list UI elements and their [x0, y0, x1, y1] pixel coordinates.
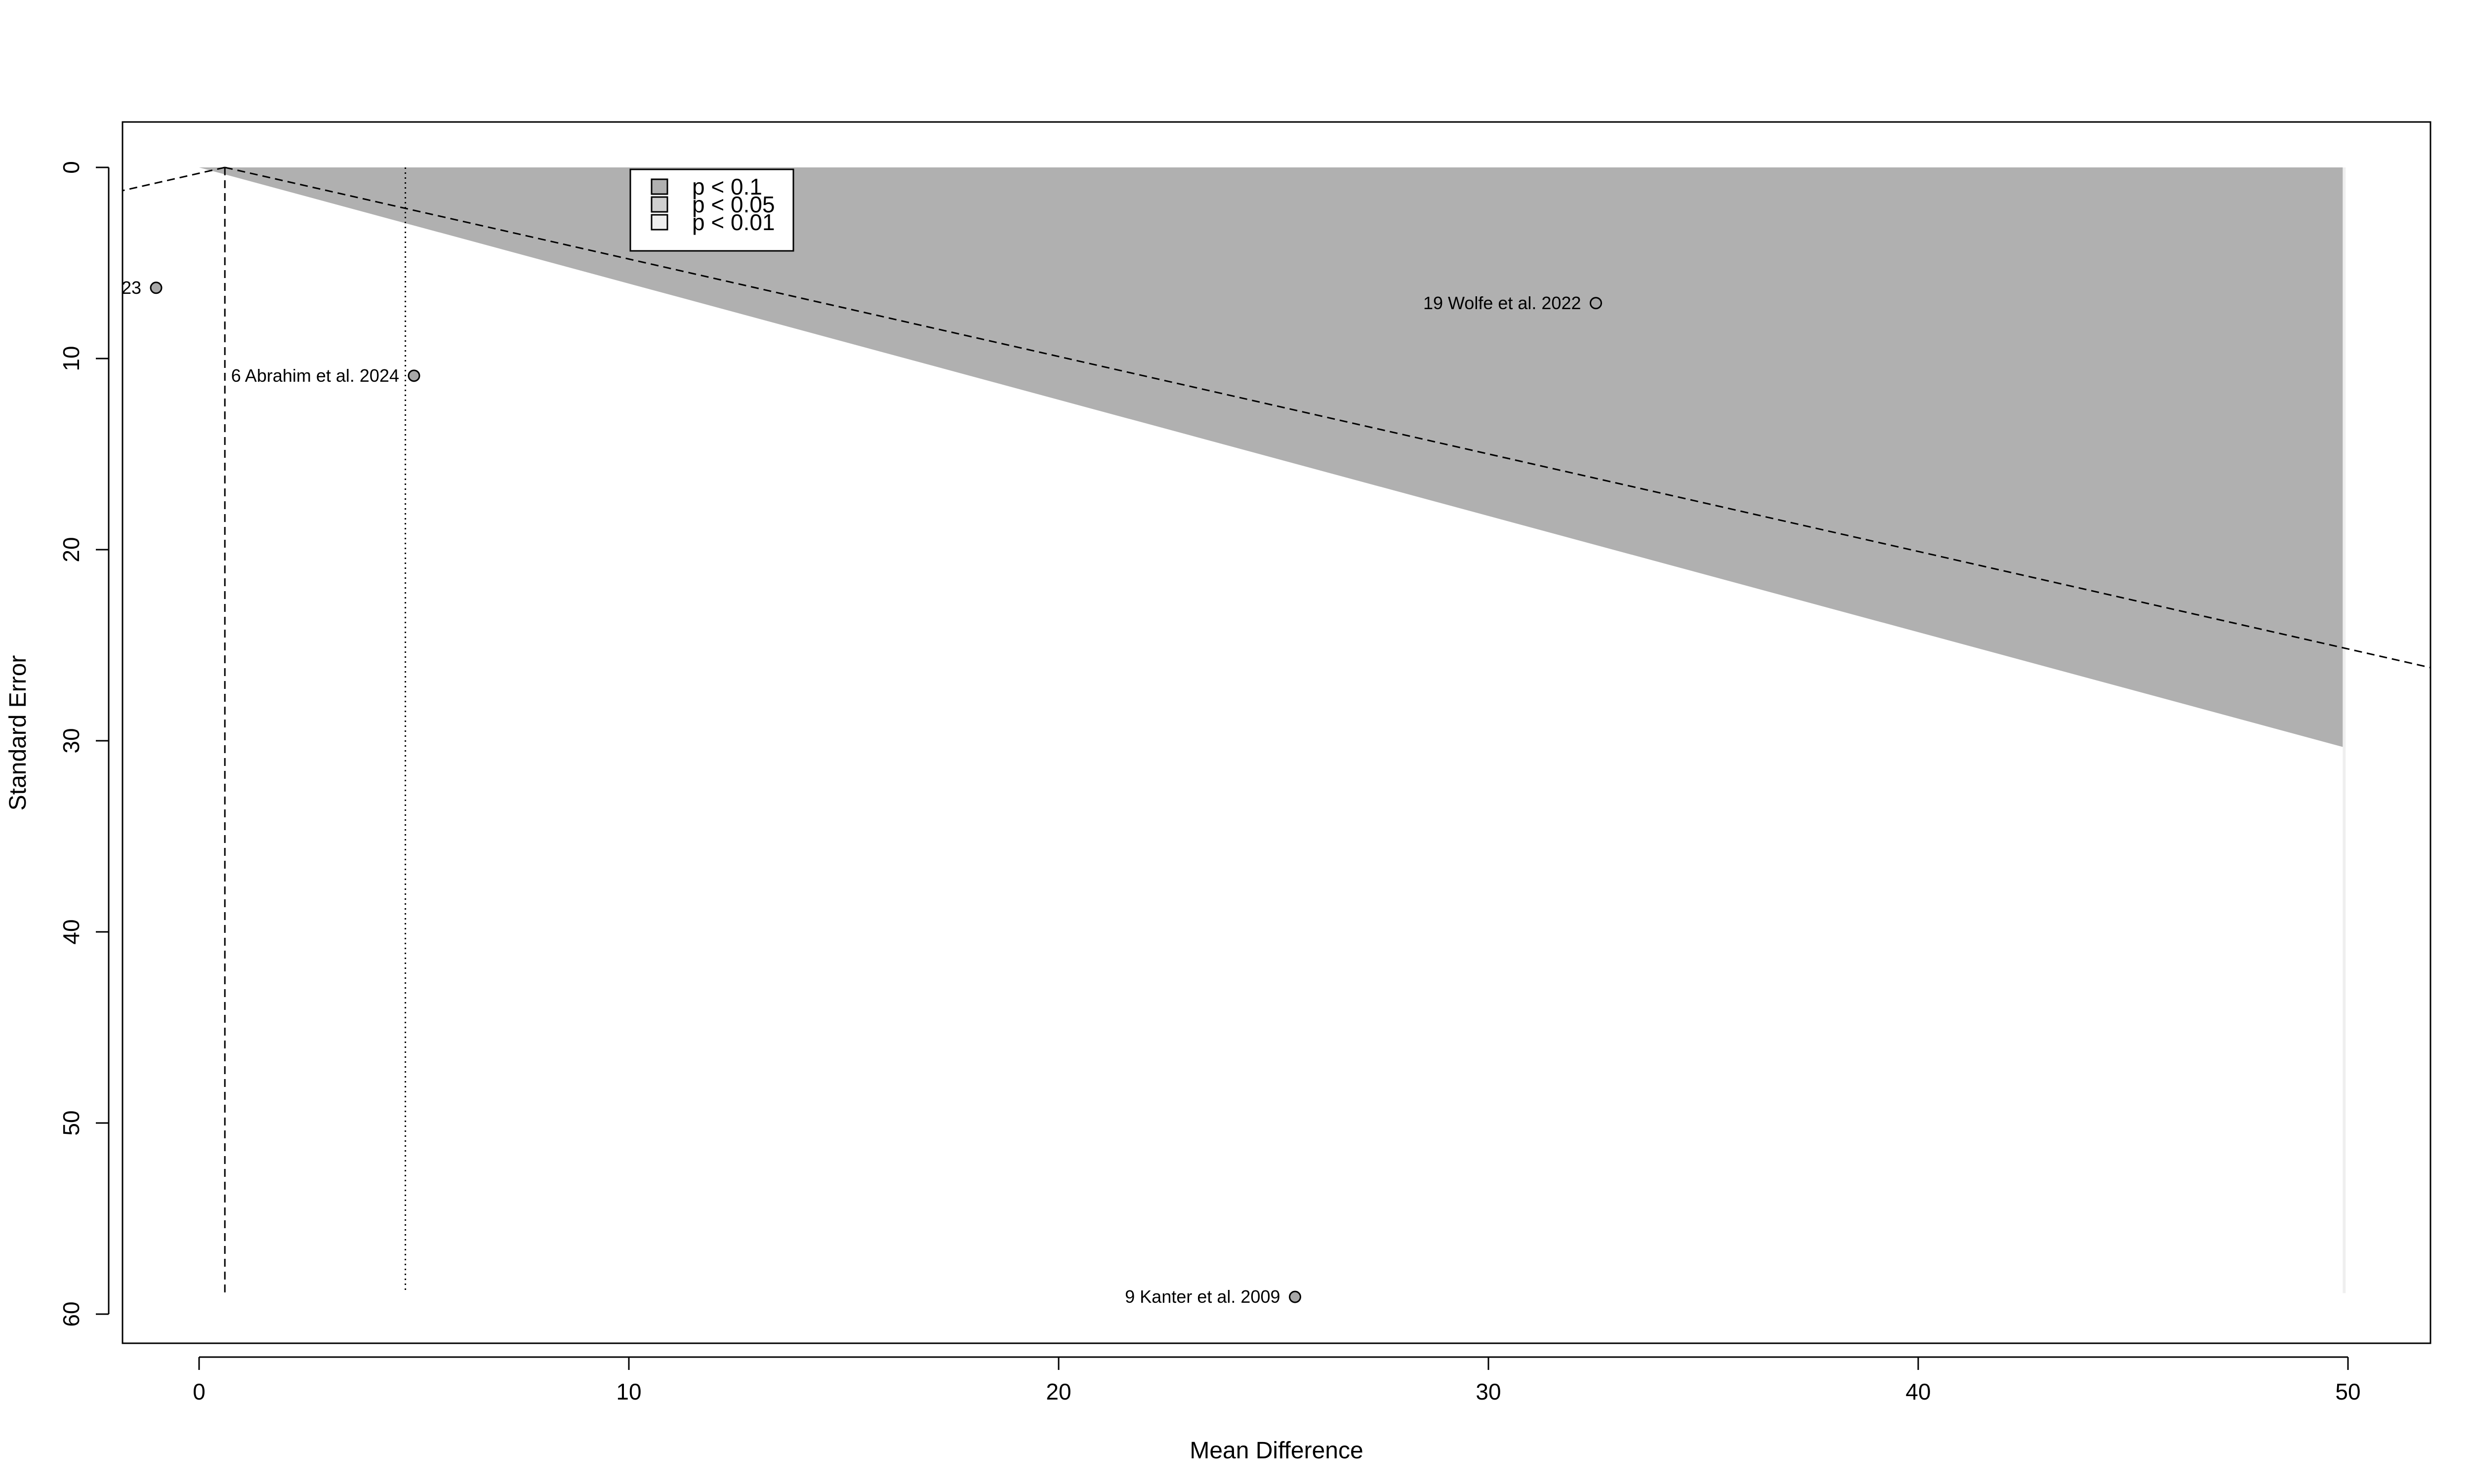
- x-tick-label: 40: [1905, 1379, 1931, 1404]
- study-label: 9 Kanter et al. 2009: [1125, 1286, 1280, 1307]
- contour-edge-strip: [2343, 167, 2346, 1293]
- study-point: [150, 281, 163, 294]
- y-tick-label: 30: [58, 728, 84, 753]
- plot-frame: [122, 121, 2431, 1344]
- study-label: 19 Wolfe et al. 2022: [1423, 293, 1581, 313]
- legend-swatch: [651, 214, 668, 231]
- funnel-left-boundary: [123, 166, 225, 192]
- y-tick-label: 20: [58, 537, 84, 562]
- legend-swatch: [651, 178, 668, 195]
- study-point: [1289, 1290, 1301, 1303]
- legend-label: p < 0.05: [692, 192, 775, 217]
- x-tick-label: 10: [616, 1379, 641, 1404]
- x-tick-label: 50: [2335, 1379, 2360, 1404]
- x-tick-label: 0: [193, 1379, 206, 1404]
- x-axis: 0 10 20 30 40 50: [193, 1356, 2361, 1404]
- study-point: [1590, 297, 1602, 310]
- contour-band: [199, 167, 2344, 747]
- x-tick-label: 30: [1476, 1379, 1501, 1404]
- x-tick-label: 20: [1046, 1379, 1071, 1404]
- y-tick-label: 0: [58, 161, 84, 174]
- y-tick-label: 50: [58, 1110, 84, 1135]
- legend-label: p < 0.01: [692, 209, 775, 235]
- reference-lines: [123, 166, 2430, 1293]
- y-axis: 0 10 20 30 40 50 60: [58, 161, 110, 1327]
- legend: p < 0.1p < 0.05p < 0.01: [629, 168, 794, 252]
- y-tick-label: 40: [58, 919, 84, 944]
- study-points: 23 6 Abrahim et al. 2024 19 Wolfe et al. 2…: [122, 278, 1602, 1307]
- study-label: 6 Abrahim et al. 2024: [231, 365, 399, 386]
- y-axis-title: Standard Error: [5, 655, 31, 811]
- y-tick-label: 60: [58, 1301, 84, 1326]
- funnel-right-boundary: [224, 166, 2430, 669]
- y-tick-label: 10: [58, 346, 84, 371]
- x-axis-title: Mean Difference: [1190, 1438, 1363, 1464]
- significance-contours: [199, 167, 2346, 1293]
- study-point: [408, 369, 420, 382]
- legend-swatch: [651, 196, 668, 213]
- study-label: 23: [122, 278, 141, 298]
- legend-label: p < 0.1: [692, 174, 762, 200]
